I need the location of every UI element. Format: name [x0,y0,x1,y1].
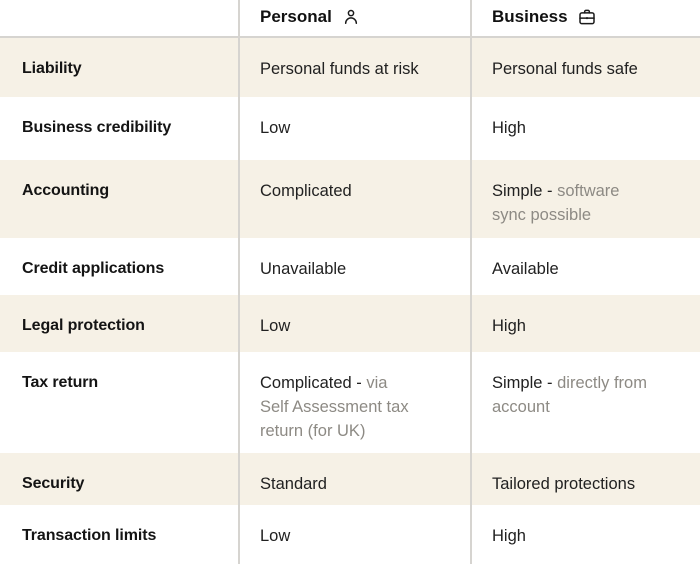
table-row: Legal protection Low High [0,295,700,352]
header-business: Business [470,0,700,38]
table-row: Tax return Complicated - via Self Assess… [0,352,700,453]
business-value-cell: Simple - software sync possible [470,160,700,238]
business-value: High [492,527,526,545]
personal-value: Low [260,527,291,545]
personal-value: Personal funds at risk [260,60,419,78]
table-row: Security Standard Tailored protections [0,453,700,505]
business-value-cell: High [470,295,700,352]
business-value: High [492,119,526,137]
personal-value-cell: Standard [238,453,471,505]
personal-value-cell: Low [238,97,471,160]
personal-value: Complicated - [260,374,362,392]
personal-value: Low [260,119,291,137]
briefcase-icon [578,9,595,25]
header-row: Personal Business [0,0,700,38]
business-value: Available [492,260,559,278]
header-personal: Personal [238,0,471,38]
row-label: Security [0,453,239,505]
table-row: Business credibility Low High [0,97,700,160]
row-label: Transaction limits [0,505,239,564]
personal-value: Low [260,317,291,335]
personal-value-cell: Low [238,505,471,564]
table-row: Credit applications Unavailable Availabl… [0,238,700,295]
personal-value-cell: Complicated - via Self Assessment tax re… [238,352,471,453]
business-value: Simple - [492,374,553,392]
personal-value: Standard [260,475,327,493]
business-value-cell: Available [470,238,700,295]
header-personal-label: Personal [260,7,332,26]
personal-value: Complicated [260,182,352,200]
business-value: Tailored protections [492,475,636,493]
business-value: Simple - [492,182,553,200]
table-row: Liability Personal funds at risk Persona… [0,37,700,97]
business-value-cell: Tailored protections [470,453,700,505]
personal-value-cell: Complicated [238,160,471,238]
row-label: Tax return [0,352,239,453]
business-value-cell: High [470,97,700,160]
row-label: Business credibility [0,97,239,160]
business-value-detail: directly from account [492,374,647,416]
row-label: Liability [0,37,239,97]
business-value: Personal funds safe [492,60,638,78]
personal-value-cell: Personal funds at risk [238,37,471,97]
business-value-detail: software sync possible [492,182,620,224]
business-value-cell: High [470,505,700,564]
header-empty-cell [0,0,239,38]
business-value-cell: Simple - directly from account [470,352,700,453]
row-label: Legal protection [0,295,239,352]
personal-value-cell: Unavailable [238,238,471,295]
personal-value-detail: via Self Assessment tax return (for UK) [260,374,409,440]
business-value: High [492,317,526,335]
personal-value: Unavailable [260,260,347,278]
personal-value-cell: Low [238,295,471,352]
business-value-cell: Personal funds safe [470,37,700,97]
table-row: Transaction limits Low High [0,505,700,564]
header-business-label: Business [492,7,568,26]
table-row: Accounting Complicated Simple - software… [0,160,700,238]
row-label: Credit applications [0,238,239,295]
person-icon [344,9,357,24]
row-label: Accounting [0,160,239,238]
